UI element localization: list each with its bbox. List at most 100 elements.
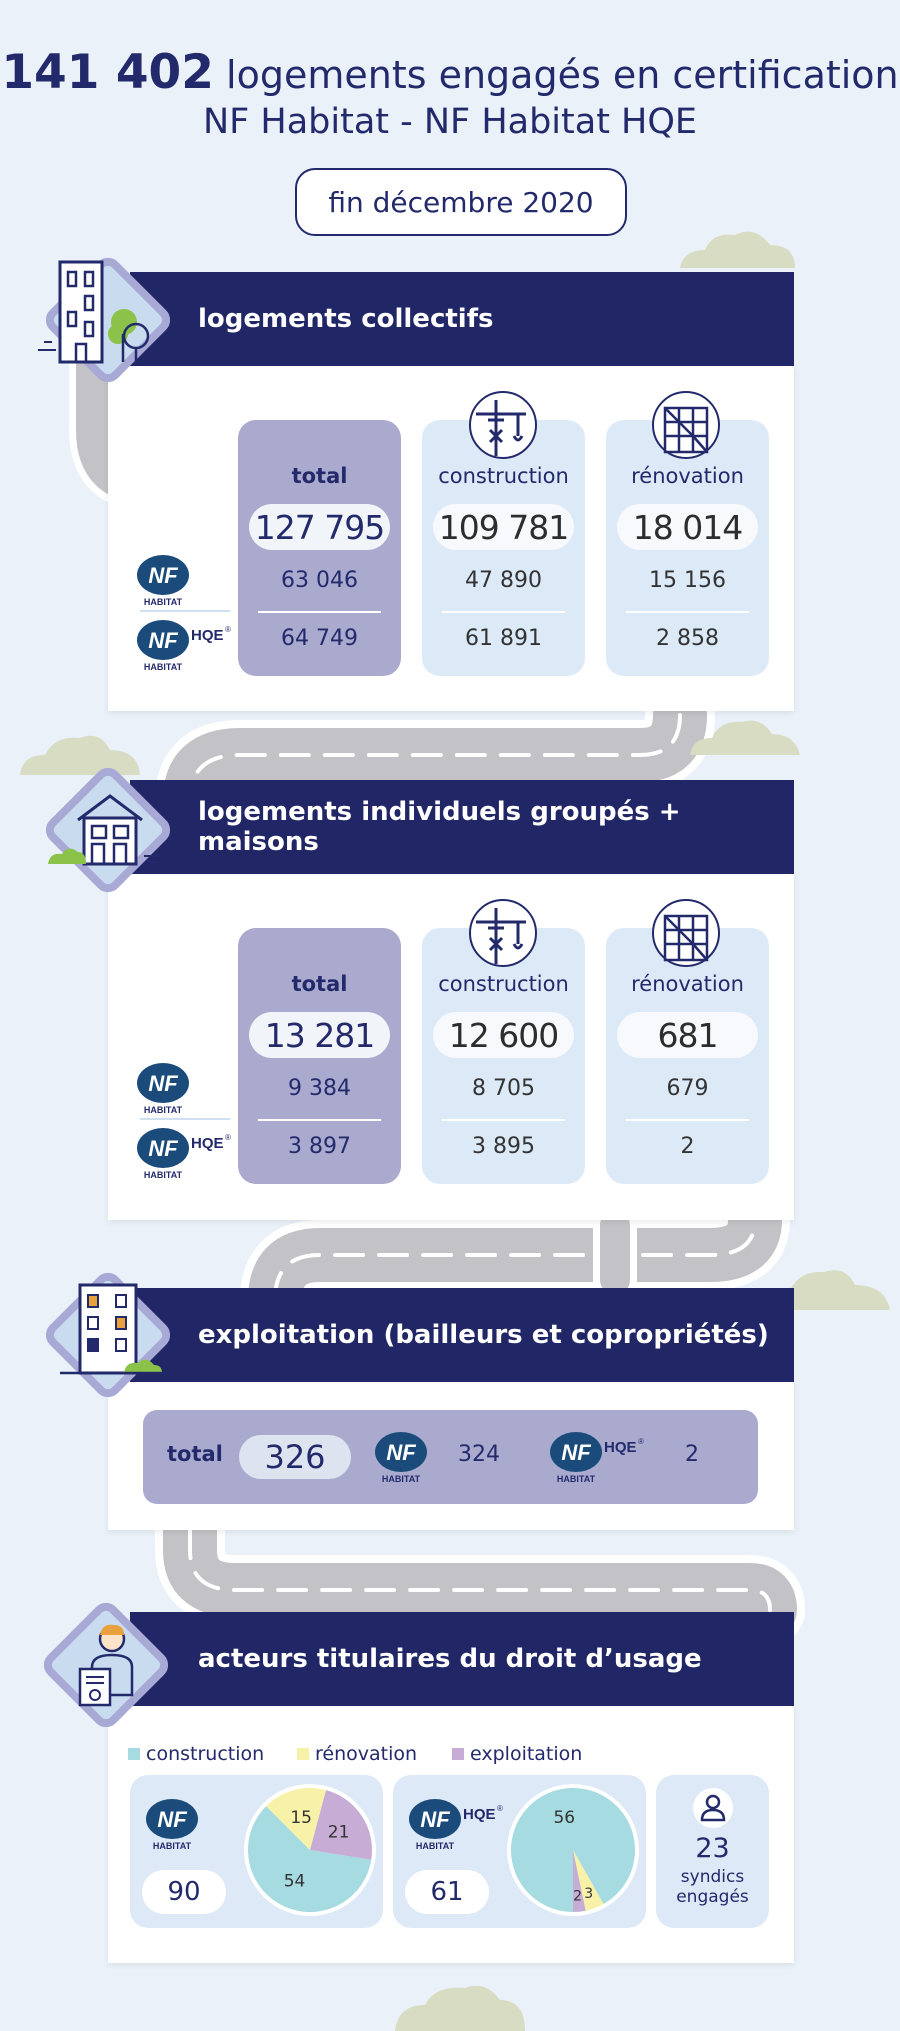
collectifs-construction-value: 109 781	[433, 504, 574, 550]
collectifs-renovation-column: rénovation 18 014 15 156 2 858	[606, 420, 769, 676]
individuels-renovation-column: rénovation 681 679 2	[606, 928, 769, 1184]
pie-label-exploitation: 21	[328, 1822, 350, 1842]
individuels-total-hqe: 3 897	[288, 1134, 351, 1159]
exploitation-banner: exploitation (bailleurs et copropriétés)	[130, 1288, 794, 1382]
legend-renovation: rénovation	[297, 1743, 417, 1765]
pie-label-renovation: 15	[290, 1808, 312, 1828]
pie-slice-construction	[248, 1806, 372, 1912]
habitat-text: HABITAT	[144, 597, 183, 607]
exploitation-total-value: 326	[239, 1435, 351, 1479]
exploitation-total-label: total	[167, 1442, 223, 1466]
individuels-banner: logements individuels groupés + maisons	[130, 780, 794, 874]
collectifs-construction-column: construction 109 781 47 890 61 891	[422, 420, 585, 676]
svg-text:NF: NF	[148, 1136, 178, 1161]
svg-text:NF: NF	[157, 1807, 187, 1832]
nf-habitat-logo: NF HABITAT	[373, 1430, 433, 1488]
collectifs-banner: logements collectifs	[130, 272, 794, 366]
scaffolding-icon	[652, 391, 720, 459]
date-badge: fin décembre 2020	[295, 168, 627, 236]
pie-chart-hqe: 56 32	[507, 1784, 639, 1916]
building-exploitation-icon	[38, 1265, 178, 1405]
svg-text:HABITAT: HABITAT	[557, 1474, 596, 1484]
syndics-panel: 23 syndics engagés	[656, 1775, 769, 1928]
individuels-title: logements individuels groupés + maisons	[198, 797, 681, 857]
habitat-text: HABITAT	[144, 662, 183, 672]
individuels-total-column: total 13 281 9 384 3 897	[238, 928, 401, 1184]
nf-actors-panel: NF HABITAT 90 54 15 21	[130, 1775, 383, 1928]
column-label: construction	[438, 972, 569, 996]
nf-habitat-logo: NF HABITAT	[144, 1797, 204, 1855]
legend-swatch-renovation	[297, 1748, 309, 1760]
svg-text:NF: NF	[561, 1440, 591, 1465]
legend-construction: construction	[128, 1743, 264, 1765]
legend-swatch-construction	[128, 1748, 140, 1760]
nf-habitat-hqe-logo: NF HQE ® HABITAT	[548, 1430, 648, 1488]
collectifs-renovation-hqe: 2 858	[656, 626, 719, 651]
nf-habitat-logo: NF HABITAT	[135, 1061, 195, 1119]
individuels-renovation-nf: 679	[666, 1076, 709, 1101]
svg-text:HABITAT: HABITAT	[416, 1841, 455, 1851]
nf-text: NF	[148, 628, 178, 653]
column-label: total	[291, 464, 348, 488]
exploitation-title: exploitation (bailleurs et copropriétés)	[198, 1320, 769, 1350]
column-label: total	[291, 972, 348, 996]
nf-habitat-hqe-logo: NF HQE ® HABITAT	[135, 618, 235, 676]
individuels-construction-column: construction 12 600 8 705 3 895	[422, 928, 585, 1184]
person-icon	[693, 1788, 733, 1828]
collectifs-renovation-value: 18 014	[617, 504, 758, 550]
individuels-total-nf: 9 384	[288, 1076, 351, 1101]
hqe-actors-count: 61	[405, 1870, 489, 1914]
svg-text:®: ®	[225, 625, 231, 634]
individuels-renovation-value: 681	[617, 1012, 758, 1058]
house-icon	[38, 760, 178, 900]
collectifs-total-column: total 127 795 63 046 64 749	[238, 420, 401, 676]
syndics-count: 23	[695, 1833, 730, 1864]
legend-swatch-exploitation	[452, 1748, 464, 1760]
hqe-text: HQE	[191, 627, 224, 644]
crane-icon	[469, 899, 537, 967]
column-label: rénovation	[631, 464, 744, 488]
exploitation-nf-value: 324	[458, 1442, 500, 1467]
pie-slice-renovation	[266, 1788, 327, 1850]
pie-chart-nf: 54 15 21	[244, 1784, 376, 1916]
collectifs-total-value: 127 795	[249, 504, 390, 550]
crane-icon	[469, 391, 537, 459]
svg-text:HQE: HQE	[604, 1439, 637, 1456]
acteurs-banner: acteurs titulaires du droit d’usage	[130, 1612, 794, 1706]
legend-exploitation: exploitation	[452, 1743, 582, 1765]
pie-slice-exploitation	[310, 1790, 372, 1860]
collectifs-construction-nf: 47 890	[465, 568, 542, 593]
individuels-total-value: 13 281	[249, 1012, 390, 1058]
svg-text:HQE: HQE	[463, 1806, 496, 1823]
column-label: construction	[438, 464, 569, 488]
pie-slice-exploitation	[573, 1850, 586, 1912]
headline-count: 141 402	[1, 45, 214, 100]
svg-text:HABITAT: HABITAT	[153, 1841, 192, 1851]
nf-actors-count: 90	[142, 1870, 226, 1914]
individuels-renovation-hqe: 2	[680, 1134, 695, 1159]
svg-text:®: ®	[497, 1804, 503, 1813]
exploitation-summary: total 326 NF HABITAT 324 NF HQE ® HABITA…	[143, 1410, 758, 1504]
headline: 141 402 logements engagés en certificati…	[0, 45, 900, 143]
collectifs-total-nf: 63 046	[281, 568, 358, 593]
acteurs-title: acteurs titulaires du droit d’usage	[198, 1644, 702, 1674]
pie-label-exploitation: 2	[573, 1888, 582, 1904]
apartment-building-icon	[38, 250, 178, 390]
svg-text:®: ®	[225, 1133, 231, 1142]
svg-text:HABITAT: HABITAT	[382, 1474, 421, 1484]
nf-text: NF	[148, 563, 178, 588]
exploitation-hqe-value: 2	[685, 1442, 699, 1467]
pie-label-renovation: 3	[584, 1886, 593, 1902]
pie-label-construction: 56	[553, 1808, 575, 1828]
individuels-construction-nf: 8 705	[472, 1076, 535, 1101]
certificate-person-icon	[36, 1595, 176, 1735]
svg-text:HABITAT: HABITAT	[144, 1170, 183, 1180]
individuels-construction-value: 12 600	[433, 1012, 574, 1058]
nf-habitat-hqe-logo: NF HQE ® HABITAT	[135, 1126, 235, 1184]
pie-slice-renovation	[573, 1850, 604, 1911]
collectifs-renovation-nf: 15 156	[649, 568, 726, 593]
collectifs-total-hqe: 64 749	[281, 626, 358, 651]
collectifs-construction-hqe: 61 891	[465, 626, 542, 651]
syndics-label: syndics engagés	[676, 1867, 749, 1908]
scaffolding-icon	[652, 899, 720, 967]
